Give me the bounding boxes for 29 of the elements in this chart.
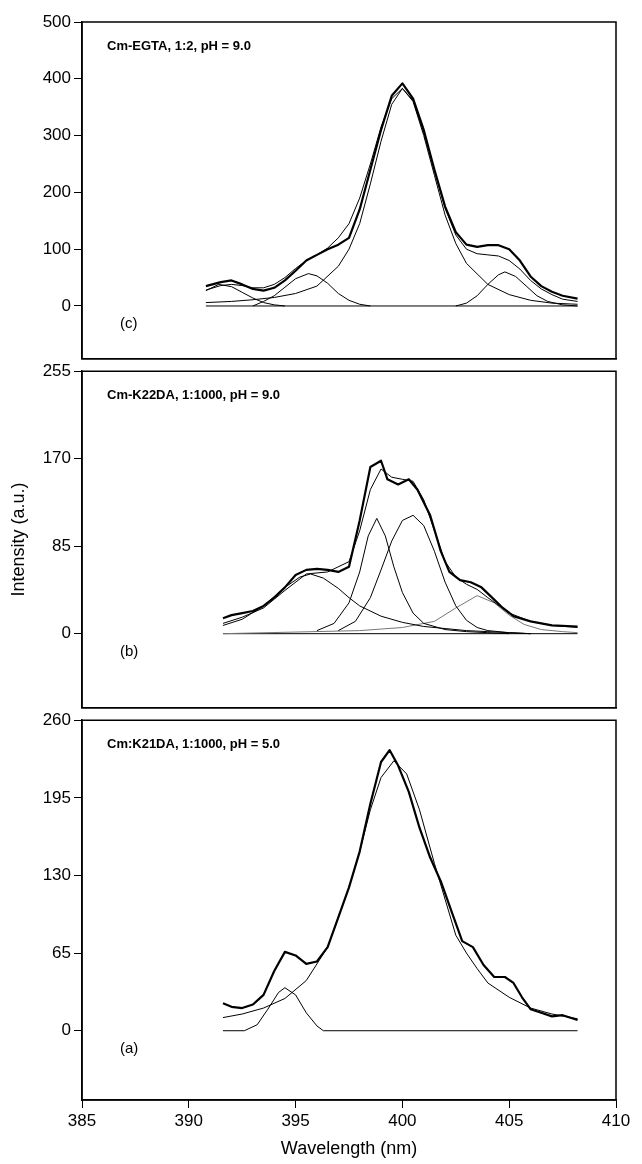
x-tick-label: 410	[601, 1110, 631, 1130]
y-tick-label: 0	[61, 623, 71, 643]
x-tick-label: 395	[281, 1110, 310, 1130]
y-tick-label: 85	[52, 535, 71, 555]
y-tick-label: 0	[61, 1020, 71, 1040]
annotation: (b)	[120, 641, 139, 659]
y-tick-label: 200	[42, 182, 71, 202]
y-tick-label: 170	[42, 448, 71, 468]
y-tick-label: 400	[42, 68, 71, 88]
y-tick-label: 65	[52, 942, 71, 962]
annotation: (c)	[120, 314, 138, 332]
y-tick-label: 130	[42, 865, 71, 885]
x-tick-label: 405	[495, 1110, 524, 1130]
y-tick-label: 195	[42, 787, 71, 807]
y-tick-label: 100	[42, 238, 71, 258]
annotation: Cm-K22DA, 1:1000, pH = 9.0	[107, 386, 281, 402]
x-axis-title: Wavelength (nm)	[280, 1138, 418, 1159]
annotation: Cm-EGTA, 1:2, pH = 9.0	[107, 37, 251, 53]
annotation: Cm:K21DA, 1:1000, pH = 5.0	[107, 735, 281, 751]
annotation: (a)	[120, 1038, 139, 1056]
y-tick-label: 260	[42, 709, 71, 729]
x-tick-label: 390	[174, 1110, 203, 1130]
y-tick-label: 0	[61, 295, 71, 315]
x-tick-label: 400	[388, 1110, 417, 1130]
y-tick-label: 500	[42, 11, 71, 31]
x-tick-label: 385	[67, 1110, 97, 1130]
y-tick-label: 255	[42, 360, 71, 380]
y-tick-label: 300	[42, 125, 71, 145]
y-axis-title: Intensity (a.u.)	[7, 482, 28, 597]
